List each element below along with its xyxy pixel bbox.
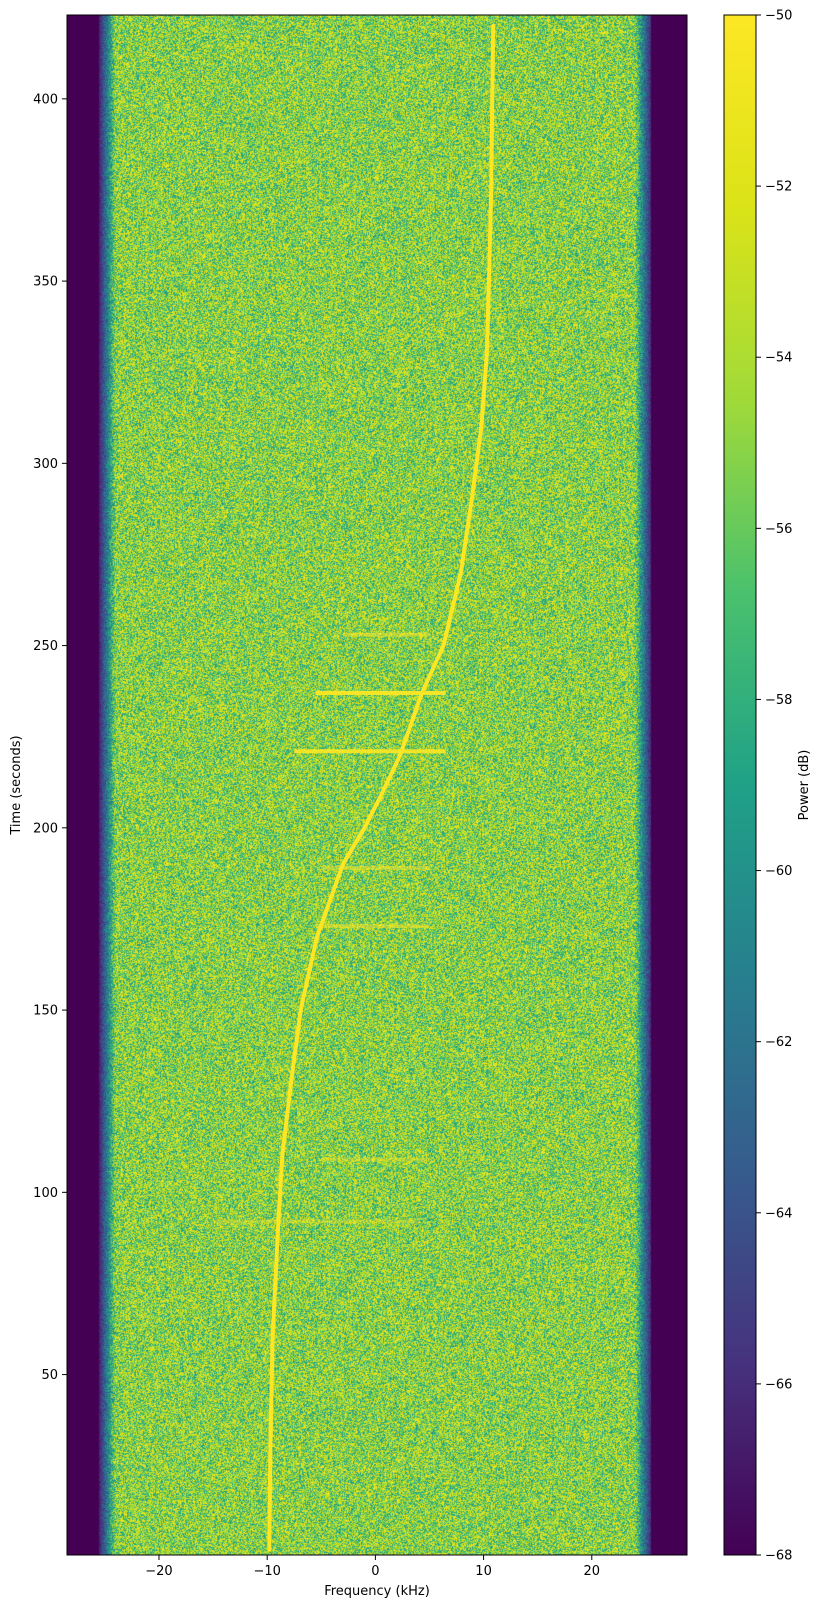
- colorbar-ticks: −50 −52 −54 −56 −58 −60 −62 −64 −66 −68: [756, 9, 792, 1564]
- y-tick-label: 200: [33, 821, 58, 836]
- x-tick-label: −10: [253, 1564, 280, 1579]
- x-axis-label: Frequency (kHz): [324, 1584, 430, 1599]
- colorbar-tick-label: −50: [765, 9, 792, 24]
- colorbar-tick-label: −56: [765, 522, 792, 537]
- heatmap-image-container: [67, 15, 687, 1555]
- plot-area: [66, 14, 688, 1556]
- plot-frame: [66, 14, 688, 1556]
- colorbar-tick-label: −64: [765, 1206, 792, 1221]
- y-tick-label: 250: [33, 639, 58, 654]
- burst-line-6: [213, 1219, 419, 1224]
- burst-line-5: [321, 1157, 430, 1162]
- burst-line-3: [321, 865, 430, 870]
- burst-line-4: [315, 924, 430, 929]
- colorbar-tick-label: −58: [765, 693, 792, 708]
- x-tick-label: 10: [475, 1564, 492, 1579]
- x-axis: −20 −10 0 10 20: [145, 1555, 600, 1579]
- colorbar-frame: [723, 14, 757, 1556]
- y-axis-label: Time (seconds): [9, 735, 24, 835]
- y-tick-label: 400: [33, 92, 58, 107]
- y-tick-label: 350: [33, 275, 58, 290]
- signal-trace-layer: [267, 23, 496, 1552]
- colorbar: −50 −52 −54 −56 −58 −60 −62 −64 −66 −68 Power (dB…: [723, 9, 812, 1564]
- y-tick-label: 50: [41, 1368, 58, 1383]
- colorbar-tick-label: −60: [765, 864, 792, 879]
- signal-trace-line: [267, 23, 496, 1552]
- x-tick-label: 0: [371, 1564, 379, 1579]
- colorbar-tick-label: −68: [765, 1549, 792, 1564]
- x-tick-label: 20: [584, 1564, 601, 1579]
- colorbar-tick-label: −54: [765, 351, 792, 366]
- colorbar-label: Power (dB): [797, 750, 812, 821]
- colorbar-tick-label: −66: [765, 1377, 792, 1392]
- burst-line-0: [342, 632, 430, 637]
- burst-line-2: [294, 749, 446, 754]
- colorbar-tick-label: −52: [765, 180, 792, 195]
- burst-layer: [213, 632, 446, 1224]
- x-tick-label: −20: [145, 1564, 172, 1579]
- colorbar-gradient: [724, 15, 756, 1555]
- y-tick-label: 100: [33, 1186, 58, 1201]
- spectrogram-heatmap: [67, 15, 687, 1555]
- burst-line-1: [315, 690, 446, 695]
- colorbar-tick-label: −62: [765, 1035, 792, 1050]
- y-tick-label: 300: [33, 457, 58, 472]
- y-axis: 50 100 150 200 250 300 350 400: [33, 92, 67, 1383]
- y-tick-label: 150: [33, 1004, 58, 1019]
